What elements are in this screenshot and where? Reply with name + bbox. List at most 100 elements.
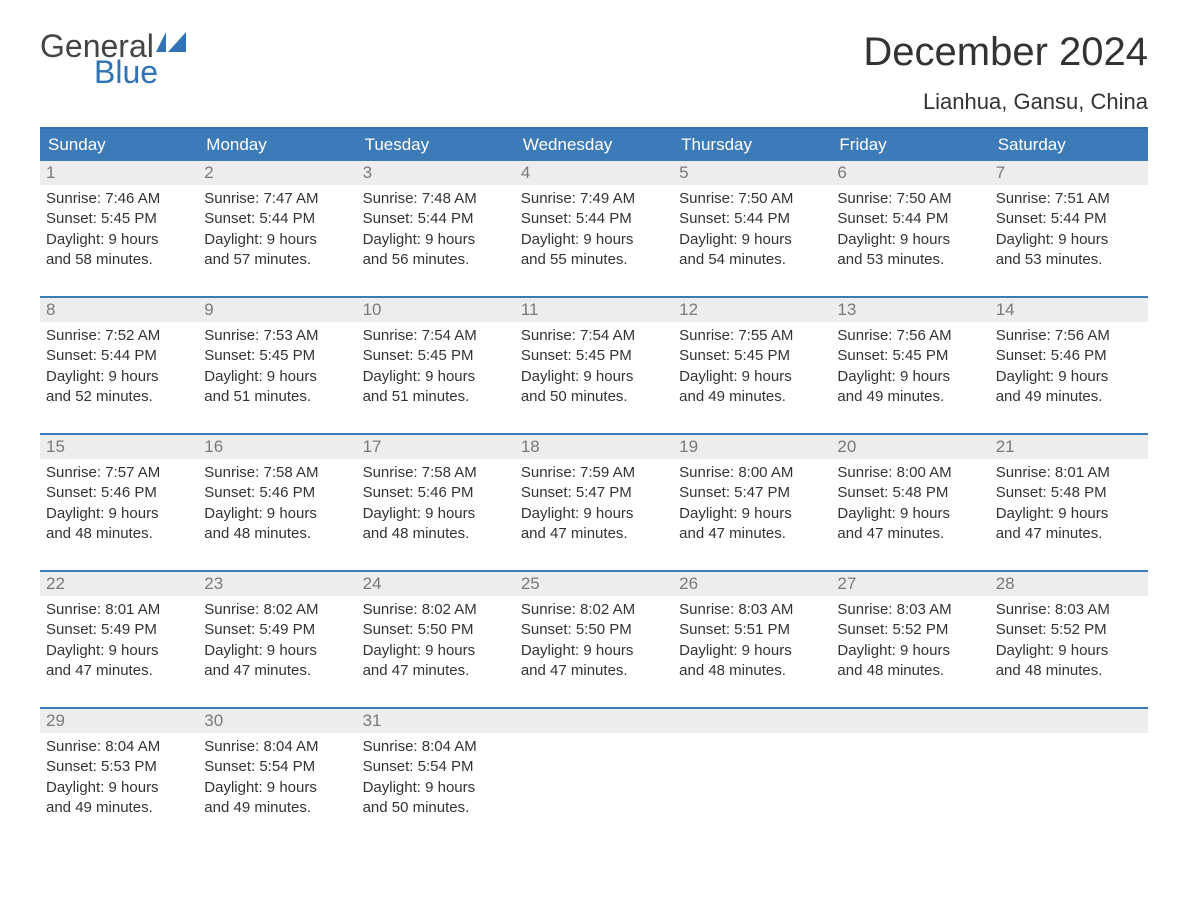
day-dl2: and 48 minutes. (679, 661, 825, 681)
day-sunset: Sunset: 5:45 PM (363, 346, 509, 366)
day-details: Sunrise: 8:04 AMSunset: 5:54 PMDaylight:… (357, 733, 515, 826)
day-number: 26 (673, 572, 831, 596)
day-dl2: and 54 minutes. (679, 250, 825, 270)
day-details: Sunrise: 8:00 AMSunset: 5:47 PMDaylight:… (673, 459, 831, 552)
day-details: Sunrise: 7:58 AMSunset: 5:46 PMDaylight:… (357, 459, 515, 552)
calendar-week: 22Sunrise: 8:01 AMSunset: 5:49 PMDayligh… (40, 570, 1148, 689)
calendar-day: 14Sunrise: 7:56 AMSunset: 5:46 PMDayligh… (990, 298, 1148, 415)
day-number: 14 (990, 298, 1148, 322)
calendar-day: 17Sunrise: 7:58 AMSunset: 5:46 PMDayligh… (357, 435, 515, 552)
day-dl1: Daylight: 9 hours (46, 367, 192, 387)
day-sunset: Sunset: 5:51 PM (679, 620, 825, 640)
day-dl2: and 49 minutes. (679, 387, 825, 407)
calendar-day: 27Sunrise: 8:03 AMSunset: 5:52 PMDayligh… (831, 572, 989, 689)
day-sunrise: Sunrise: 8:02 AM (363, 600, 509, 620)
day-dl2: and 56 minutes. (363, 250, 509, 270)
day-number: 21 (990, 435, 1148, 459)
day-dl1: Daylight: 9 hours (204, 230, 350, 250)
day-dl2: and 47 minutes. (521, 524, 667, 544)
calendar-week: 8Sunrise: 7:52 AMSunset: 5:44 PMDaylight… (40, 296, 1148, 415)
day-sunrise: Sunrise: 7:48 AM (363, 189, 509, 209)
day-dl1: Daylight: 9 hours (679, 230, 825, 250)
day-number: 29 (40, 709, 198, 733)
day-sunrise: Sunrise: 8:01 AM (996, 463, 1142, 483)
day-dl1: Daylight: 9 hours (46, 230, 192, 250)
day-number-empty (831, 709, 989, 733)
day-number: 1 (40, 161, 198, 185)
day-dl1: Daylight: 9 hours (204, 778, 350, 798)
calendar-day: 4Sunrise: 7:49 AMSunset: 5:44 PMDaylight… (515, 161, 673, 278)
dow-thursday: Thursday (673, 129, 831, 161)
day-sunset: Sunset: 5:44 PM (363, 209, 509, 229)
logo-word-blue: Blue (94, 56, 186, 88)
calendar-day: 10Sunrise: 7:54 AMSunset: 5:45 PMDayligh… (357, 298, 515, 415)
calendar-day: 7Sunrise: 7:51 AMSunset: 5:44 PMDaylight… (990, 161, 1148, 278)
day-details: Sunrise: 7:49 AMSunset: 5:44 PMDaylight:… (515, 185, 673, 278)
calendar-day: 2Sunrise: 7:47 AMSunset: 5:44 PMDaylight… (198, 161, 356, 278)
day-number: 19 (673, 435, 831, 459)
day-number: 17 (357, 435, 515, 459)
day-dl1: Daylight: 9 hours (521, 230, 667, 250)
day-sunrise: Sunrise: 7:50 AM (679, 189, 825, 209)
day-dl2: and 55 minutes. (521, 250, 667, 270)
day-details: Sunrise: 7:47 AMSunset: 5:44 PMDaylight:… (198, 185, 356, 278)
day-details: Sunrise: 8:01 AMSunset: 5:49 PMDaylight:… (40, 596, 198, 689)
day-number: 28 (990, 572, 1148, 596)
calendar-day: 25Sunrise: 8:02 AMSunset: 5:50 PMDayligh… (515, 572, 673, 689)
day-number: 9 (198, 298, 356, 322)
day-dl2: and 52 minutes. (46, 387, 192, 407)
day-sunset: Sunset: 5:47 PM (679, 483, 825, 503)
day-details: Sunrise: 7:56 AMSunset: 5:46 PMDaylight:… (990, 322, 1148, 415)
day-dl2: and 48 minutes. (837, 661, 983, 681)
day-number: 22 (40, 572, 198, 596)
day-sunrise: Sunrise: 7:49 AM (521, 189, 667, 209)
day-dl2: and 47 minutes. (363, 661, 509, 681)
day-details: Sunrise: 7:54 AMSunset: 5:45 PMDaylight:… (357, 322, 515, 415)
calendar-day: 29Sunrise: 8:04 AMSunset: 5:53 PMDayligh… (40, 709, 198, 826)
day-dl2: and 51 minutes. (363, 387, 509, 407)
day-details: Sunrise: 8:02 AMSunset: 5:50 PMDaylight:… (357, 596, 515, 689)
calendar-day: 18Sunrise: 7:59 AMSunset: 5:47 PMDayligh… (515, 435, 673, 552)
day-dl2: and 47 minutes. (679, 524, 825, 544)
dow-friday: Friday (831, 129, 989, 161)
day-details: Sunrise: 8:03 AMSunset: 5:51 PMDaylight:… (673, 596, 831, 689)
day-sunrise: Sunrise: 8:00 AM (837, 463, 983, 483)
flag-icon (156, 32, 186, 56)
day-dl2: and 57 minutes. (204, 250, 350, 270)
day-details: Sunrise: 8:01 AMSunset: 5:48 PMDaylight:… (990, 459, 1148, 552)
day-dl2: and 50 minutes. (363, 798, 509, 818)
day-details: Sunrise: 8:02 AMSunset: 5:50 PMDaylight:… (515, 596, 673, 689)
day-details: Sunrise: 7:58 AMSunset: 5:46 PMDaylight:… (198, 459, 356, 552)
day-sunset: Sunset: 5:54 PM (204, 757, 350, 777)
day-sunrise: Sunrise: 7:54 AM (363, 326, 509, 346)
day-dl1: Daylight: 9 hours (679, 641, 825, 661)
day-sunrise: Sunrise: 8:03 AM (679, 600, 825, 620)
day-dl2: and 47 minutes. (204, 661, 350, 681)
calendar-week: 1Sunrise: 7:46 AMSunset: 5:45 PMDaylight… (40, 161, 1148, 278)
day-details: Sunrise: 7:57 AMSunset: 5:46 PMDaylight:… (40, 459, 198, 552)
day-sunset: Sunset: 5:45 PM (46, 209, 192, 229)
day-dl2: and 53 minutes. (837, 250, 983, 270)
header: General Blue December 2024 Lianhua, Gans… (40, 30, 1148, 115)
day-sunrise: Sunrise: 7:56 AM (996, 326, 1142, 346)
day-dl2: and 51 minutes. (204, 387, 350, 407)
day-sunset: Sunset: 5:52 PM (837, 620, 983, 640)
day-dl2: and 48 minutes. (46, 524, 192, 544)
day-sunrise: Sunrise: 7:56 AM (837, 326, 983, 346)
calendar-day: 30Sunrise: 8:04 AMSunset: 5:54 PMDayligh… (198, 709, 356, 826)
day-number-empty (515, 709, 673, 733)
day-sunrise: Sunrise: 7:50 AM (837, 189, 983, 209)
day-sunset: Sunset: 5:44 PM (679, 209, 825, 229)
day-number: 12 (673, 298, 831, 322)
day-of-week-header: Sunday Monday Tuesday Wednesday Thursday… (40, 129, 1148, 161)
calendar-day (990, 709, 1148, 826)
day-dl2: and 58 minutes. (46, 250, 192, 270)
day-sunrise: Sunrise: 8:04 AM (204, 737, 350, 757)
day-number: 13 (831, 298, 989, 322)
day-sunset: Sunset: 5:52 PM (996, 620, 1142, 640)
day-dl2: and 47 minutes. (46, 661, 192, 681)
day-number: 20 (831, 435, 989, 459)
calendar-day: 22Sunrise: 8:01 AMSunset: 5:49 PMDayligh… (40, 572, 198, 689)
day-dl2: and 47 minutes. (996, 524, 1142, 544)
day-number-empty (673, 709, 831, 733)
